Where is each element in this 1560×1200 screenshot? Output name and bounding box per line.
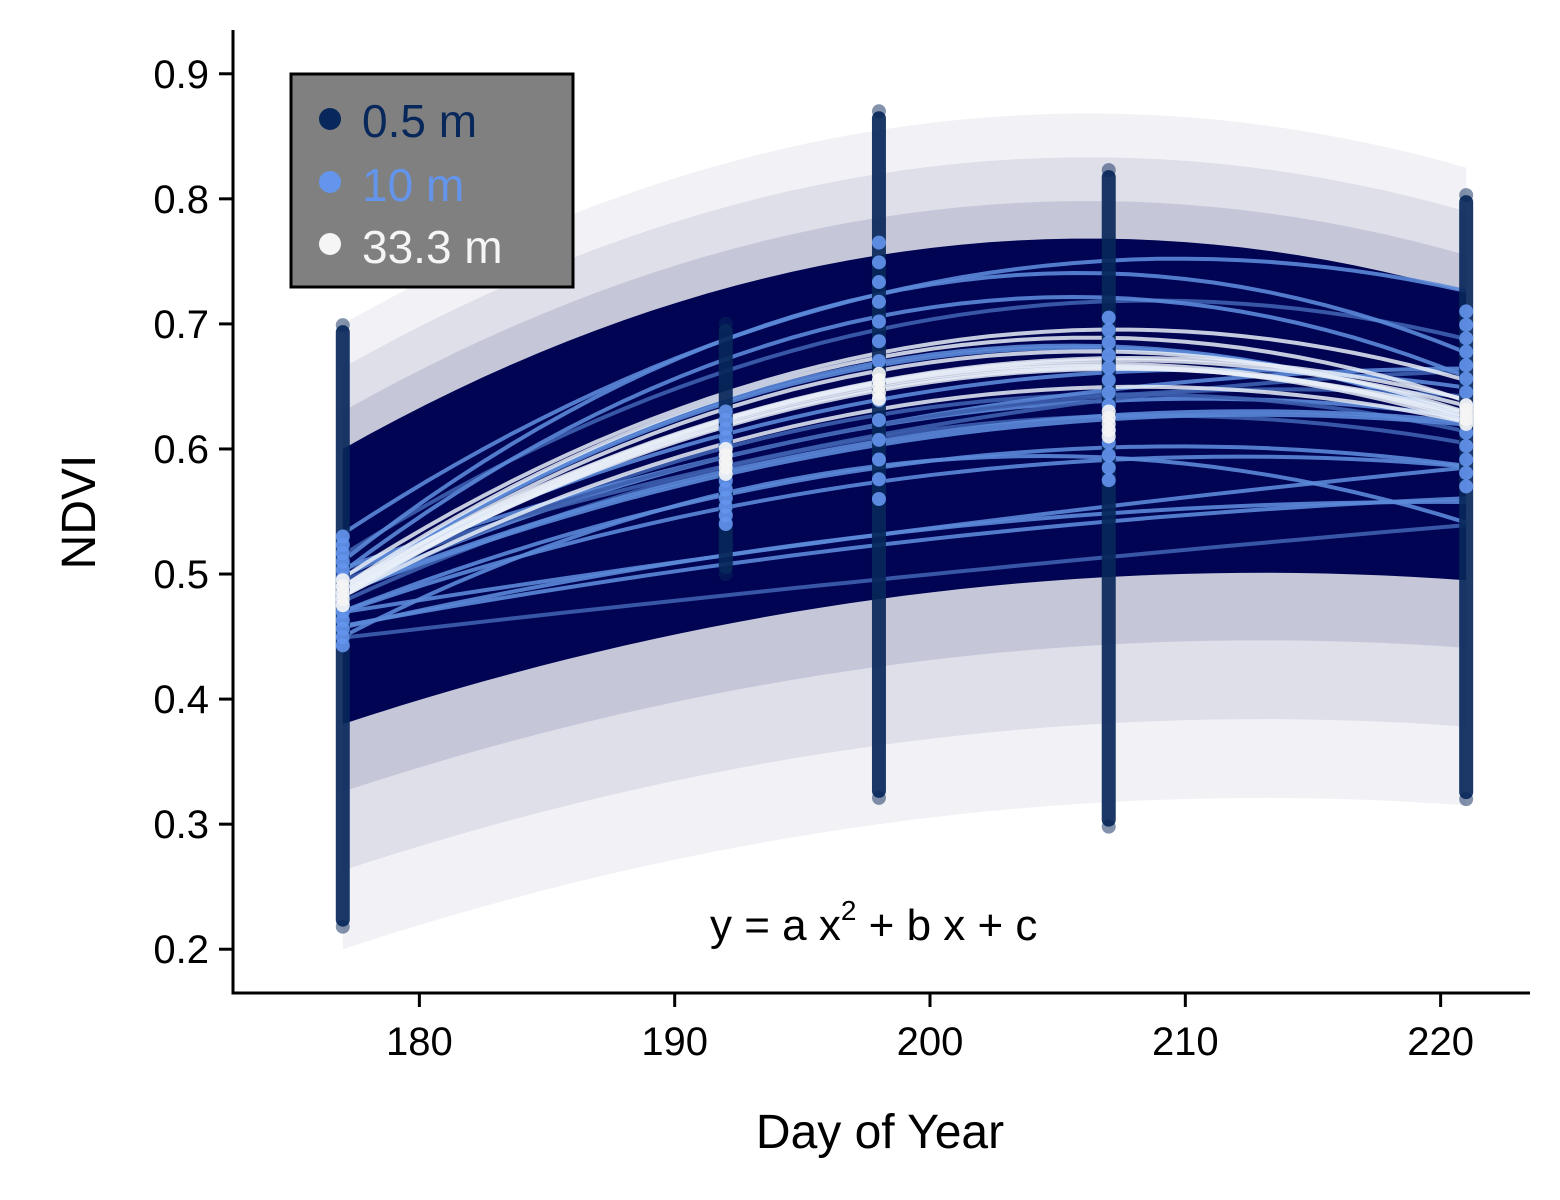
- legend: 0.5 m 10 m 33.3 m: [289, 72, 575, 289]
- x-tick-label: 220: [1407, 1020, 1474, 1064]
- x-tick-label: 180: [386, 1020, 453, 1064]
- y-tick-label: 0.8: [153, 178, 209, 222]
- data-point: [1101, 373, 1116, 388]
- data-point-column: [1101, 170, 1116, 827]
- data-point: [1101, 460, 1116, 475]
- data-point: [1459, 479, 1474, 494]
- data-point-column: [1459, 195, 1474, 800]
- data-point: [335, 529, 350, 544]
- x-tick-label: 200: [897, 1020, 964, 1064]
- y-tick-label: 0.5: [153, 553, 209, 597]
- equation-superscript: 2: [841, 895, 857, 926]
- data-point: [1459, 344, 1474, 359]
- y-tick-label: 0.2: [153, 928, 209, 972]
- data-point: [1459, 188, 1474, 203]
- fit-curve: [342, 387, 1467, 583]
- data-point: [1101, 310, 1116, 325]
- legend-label-0-5m: 0.5 m: [362, 95, 477, 147]
- y-tick-label: 0.9: [153, 53, 209, 97]
- data-point: [871, 255, 886, 270]
- data-point: [718, 316, 733, 331]
- data-point: [1459, 331, 1474, 346]
- fit-curve: [342, 409, 1467, 594]
- data-point: [871, 452, 886, 467]
- data-point: [871, 413, 886, 428]
- data-point: [718, 441, 733, 456]
- x-tick-label: 210: [1152, 1020, 1219, 1064]
- data-point: [1459, 466, 1474, 481]
- data-point: [1459, 439, 1474, 454]
- data-point: [871, 104, 886, 119]
- equation-base: y = a x: [710, 901, 841, 950]
- data-point: [871, 432, 886, 447]
- data-point: [871, 472, 886, 487]
- data-points: [335, 104, 1474, 934]
- data-point: [335, 919, 350, 934]
- fit-curve: [342, 412, 1467, 595]
- legend-marker-33-3m: [319, 233, 341, 255]
- data-point: [1459, 385, 1474, 400]
- fit-curve: [341, 335, 1467, 589]
- fit-curve: [342, 465, 1467, 615]
- axes: [231, 30, 1530, 995]
- data-point: [871, 314, 886, 329]
- y-ticks: 0.2 0.3 0.4 0.5 0.6 0.7 0.8 0.9: [153, 53, 233, 972]
- data-point: [871, 366, 886, 381]
- data-point: [1101, 473, 1116, 488]
- data-point: [1101, 404, 1116, 419]
- data-point: [718, 404, 733, 419]
- data-point: [1101, 163, 1116, 178]
- y-tick-label: 0.6: [153, 428, 209, 472]
- fit-curve: [341, 355, 1467, 589]
- fit-curve: [342, 496, 1467, 628]
- data-point: [1101, 348, 1116, 363]
- data-point: [871, 334, 886, 349]
- data-point: [1459, 452, 1474, 467]
- legend-label-10m: 10 m: [362, 159, 464, 211]
- data-point: [1101, 323, 1116, 338]
- data-point: [871, 353, 886, 368]
- fit-curve: [341, 256, 1467, 536]
- fit-curve: [342, 523, 1467, 640]
- data-point: [1459, 792, 1474, 807]
- data-point: [871, 790, 886, 805]
- equation-annotation: y = a x2 + b x + c: [710, 895, 1037, 950]
- legend-label-33-3m: 33.3 m: [362, 221, 503, 273]
- x-ticks: 180 190 200 210 220: [386, 993, 1474, 1064]
- y-axis-title: NDVI: [53, 455, 106, 570]
- x-tick-label: 190: [641, 1020, 708, 1064]
- data-point: [718, 567, 733, 582]
- data-point: [1101, 335, 1116, 350]
- data-point: [1459, 371, 1474, 386]
- fit-curve: [341, 327, 1467, 580]
- data-point: [1101, 385, 1116, 400]
- data-point: [871, 294, 886, 309]
- y-tick-label: 0.4: [153, 678, 209, 722]
- data-point: [1459, 358, 1474, 373]
- fit-curve: [341, 453, 1467, 639]
- equation-rest: + b x + c: [856, 901, 1037, 950]
- legend-marker-10m: [319, 171, 341, 193]
- y-tick-label: 0.3: [153, 803, 209, 847]
- data-point: [1101, 448, 1116, 463]
- data-point: [1101, 360, 1116, 375]
- data-point: [871, 275, 886, 290]
- data-point: [1101, 819, 1116, 834]
- data-point: [1459, 317, 1474, 332]
- data-point: [335, 573, 350, 588]
- fit-curve: [341, 384, 1467, 599]
- data-point: [335, 318, 350, 333]
- fit-curves: [341, 256, 1467, 640]
- data-point: [1459, 398, 1474, 413]
- fit-curve: [341, 294, 1467, 574]
- fit-curve: [341, 364, 1467, 599]
- data-point: [1459, 304, 1474, 319]
- y-tick-label: 0.7: [153, 303, 209, 347]
- data-point: [871, 235, 886, 250]
- data-point: [871, 491, 886, 506]
- x-axis-title: Day of Year: [756, 1106, 1004, 1159]
- legend-marker-0-5m: [319, 108, 341, 130]
